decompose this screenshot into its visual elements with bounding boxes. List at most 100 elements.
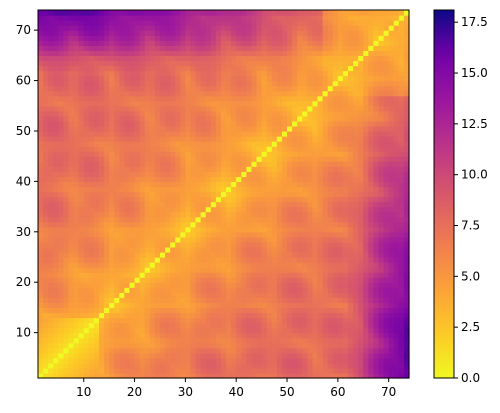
heatmap-cell	[185, 30, 192, 36]
heatmap-cell	[332, 277, 339, 283]
heatmap-cell	[215, 176, 222, 182]
heatmap-cell	[149, 277, 156, 283]
heatmap-cell	[281, 277, 288, 283]
heatmap-cell	[48, 262, 54, 268]
heatmap-cell	[124, 136, 131, 142]
heatmap-cell	[348, 347, 354, 354]
heatmap-cell	[88, 141, 95, 147]
heatmap-cell	[114, 277, 120, 283]
heatmap-cell	[276, 297, 283, 303]
heatmap-cell	[154, 241, 161, 248]
heatmap-cell	[287, 141, 293, 147]
heatmap-cell	[276, 221, 283, 228]
heatmap-cell	[88, 221, 95, 228]
heatmap-cell	[159, 332, 166, 339]
heatmap-cell	[68, 161, 75, 167]
heatmap-cell	[83, 357, 90, 364]
heatmap-cell	[63, 211, 70, 218]
heatmap-cell	[104, 221, 110, 228]
heatmap-cell	[251, 241, 258, 248]
heatmap-cell	[256, 156, 263, 162]
heatmap-cell	[241, 246, 247, 253]
heatmap-cell	[332, 357, 339, 364]
heatmap-cell	[363, 171, 369, 177]
heatmap-cell	[220, 226, 227, 233]
heatmap-cell	[327, 287, 334, 293]
heatmap-cell	[276, 251, 283, 258]
heatmap-cell	[98, 90, 105, 97]
heatmap-cell	[287, 120, 293, 127]
heatmap-cell	[297, 277, 303, 283]
heatmap-cell	[195, 267, 202, 273]
heatmap-cell	[48, 211, 54, 218]
heatmap-cell	[114, 156, 120, 162]
heatmap-cell	[241, 105, 247, 112]
heatmap-cell	[358, 161, 364, 167]
heatmap-cell	[266, 216, 273, 223]
heatmap-cell	[281, 352, 288, 359]
heatmap-cell	[190, 297, 197, 303]
heatmap-cell	[38, 156, 44, 162]
heatmap-cell	[302, 262, 308, 268]
heatmap-cell	[241, 40, 247, 46]
heatmap-cell	[170, 105, 176, 112]
heatmap-cell	[93, 45, 100, 51]
heatmap-cell	[236, 347, 242, 354]
heatmap-cell	[200, 176, 207, 182]
heatmap-cell	[129, 55, 136, 62]
heatmap-cell	[109, 130, 115, 137]
heatmap-cell	[220, 55, 227, 62]
heatmap-cell	[236, 55, 242, 62]
heatmap-cell	[200, 277, 207, 283]
heatmap-cell	[114, 166, 120, 172]
heatmap-cell	[337, 35, 344, 41]
heatmap-cell	[332, 211, 339, 218]
heatmap-cell	[337, 211, 344, 218]
heatmap-cell	[165, 95, 171, 102]
heatmap-cell	[144, 287, 151, 293]
heatmap-cell	[220, 362, 227, 369]
heatmap-cell	[317, 337, 324, 344]
heatmap-cell	[149, 85, 156, 92]
heatmap-cell	[231, 95, 237, 102]
heatmap-cell	[109, 156, 115, 162]
heatmap-cell	[215, 372, 222, 379]
heatmap-cell	[210, 297, 217, 303]
heatmap-cell	[129, 125, 136, 132]
heatmap-cell	[348, 166, 354, 172]
heatmap-cell	[398, 141, 405, 147]
heatmap-cell	[398, 241, 405, 248]
heatmap-cell	[348, 110, 354, 117]
heatmap-cell	[139, 307, 146, 314]
heatmap-cell	[287, 125, 293, 132]
heatmap-cell	[124, 347, 131, 354]
heatmap-cell	[98, 136, 105, 142]
heatmap-cell	[144, 130, 151, 137]
heatmap-cell	[287, 332, 293, 339]
heatmap-cell	[83, 231, 90, 238]
heatmap-cell	[195, 231, 202, 238]
heatmap-cell	[134, 60, 141, 67]
heatmap-cell	[297, 65, 303, 72]
heatmap-cell	[159, 35, 166, 41]
heatmap-cell	[353, 105, 359, 112]
heatmap-cell	[68, 367, 75, 374]
heatmap-cell	[220, 312, 227, 319]
heatmap-cell	[53, 287, 59, 293]
heatmap-cell	[109, 277, 115, 283]
heatmap-cell	[251, 115, 258, 122]
heatmap-cell	[119, 277, 125, 283]
heatmap-cell	[302, 236, 308, 243]
heatmap-cell	[241, 221, 247, 228]
heatmap-cell	[38, 130, 44, 137]
heatmap-cell	[368, 105, 375, 112]
heatmap-cell	[226, 110, 232, 117]
heatmap-cell	[302, 70, 308, 77]
heatmap-cell	[63, 246, 70, 253]
heatmap-cell	[348, 251, 354, 258]
heatmap-cell	[353, 120, 359, 127]
heatmap-cell	[292, 211, 298, 218]
heatmap-cell	[129, 357, 136, 364]
heatmap-cell	[383, 297, 390, 303]
heatmap-cell	[119, 211, 125, 218]
